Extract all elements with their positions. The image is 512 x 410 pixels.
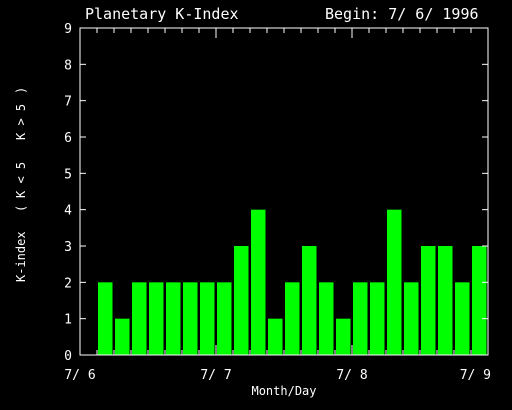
bar	[183, 282, 198, 355]
plot-area	[98, 209, 487, 355]
bar	[251, 209, 266, 355]
y-axis-title: K-index ( K < 5 K > 5 )	[14, 87, 28, 282]
bar	[438, 246, 453, 355]
x-tick-label: 7/ 6	[64, 368, 95, 383]
legend-k-above-5: K > 5	[14, 104, 28, 140]
bar	[285, 282, 300, 355]
bar	[166, 282, 181, 355]
bar	[421, 246, 436, 355]
bar	[387, 209, 402, 355]
bar	[404, 282, 419, 355]
bar	[336, 318, 351, 355]
bar	[200, 282, 215, 355]
y-axis-title-close-paren: )	[14, 87, 28, 94]
y-axis-title-main: K-index	[14, 231, 28, 282]
legend-k-below-5: K < 5	[14, 162, 28, 198]
bar	[319, 282, 334, 355]
y-tick-label: 6	[64, 131, 72, 146]
bar	[268, 318, 283, 355]
y-tick-label: 0	[64, 349, 72, 364]
y-tick-label: 3	[64, 240, 72, 255]
bar	[302, 246, 317, 355]
y-axis: 0 1 2 3 4 5 6 7 8 9	[64, 22, 488, 364]
bar	[98, 282, 113, 355]
bar	[234, 246, 249, 355]
x-tick-label: 7/ 7	[200, 368, 231, 383]
x-tick-label: 7/ 9	[460, 368, 491, 383]
bar	[149, 282, 164, 355]
bar	[132, 282, 147, 355]
x-axis-title: Month/Day	[251, 384, 316, 398]
y-tick-label: 8	[64, 58, 72, 73]
y-tick-label: 7	[64, 95, 72, 110]
chart-title: Planetary K-Index	[85, 5, 239, 23]
bar	[353, 282, 368, 355]
y-axis-title-open-paren: (	[14, 205, 28, 212]
x-axis: 7/ 6 7/ 7 7/ 8 7/ 9	[64, 28, 491, 383]
bar	[115, 318, 130, 355]
y-tick-label: 2	[64, 276, 72, 291]
x-tick-label: 7/ 8	[336, 368, 367, 383]
bar	[472, 246, 487, 355]
bar	[217, 282, 232, 355]
y-tick-label: 5	[64, 167, 72, 182]
bar	[455, 282, 470, 355]
y-tick-label: 1	[64, 313, 72, 328]
begin-date-label: Begin: 7/ 6/ 1996	[325, 5, 479, 23]
y-tick-label: 9	[64, 22, 72, 37]
bar	[370, 282, 385, 355]
y-tick-label: 4	[64, 204, 72, 219]
